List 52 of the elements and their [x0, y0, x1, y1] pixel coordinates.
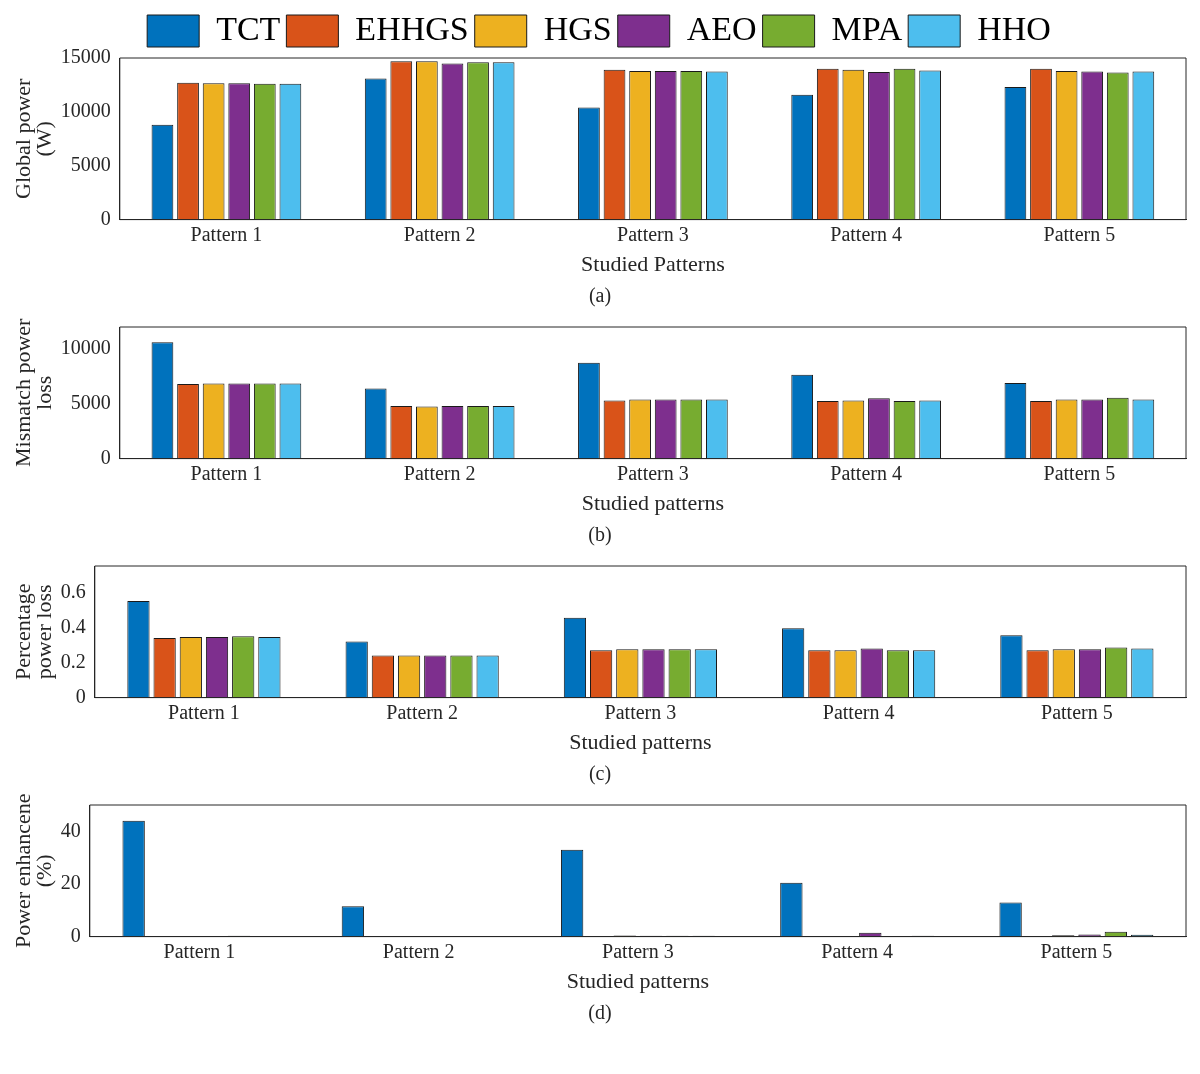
legend-label: TCT — [216, 9, 281, 47]
y-tick-label: 0.4 — [60, 614, 86, 637]
y-axis-title: Mismatch power loss — [10, 317, 57, 468]
x-tick-label: Pattern 1 — [190, 222, 263, 245]
x-tick-label: Pattern 2 — [403, 461, 476, 484]
x-axis-title: Studied patterns — [569, 728, 712, 754]
y-tick-label: 0 — [75, 684, 86, 707]
legend-label: HGS — [543, 9, 612, 47]
y-tick-label: 0.2 — [60, 649, 86, 672]
legend-label: AEO — [686, 9, 757, 47]
y-axis-title: Global power (W) — [10, 77, 57, 199]
x-axis-title: Studied patterns — [566, 967, 710, 993]
x-tick-label: Pattern 2 — [403, 222, 476, 245]
x-tick-label: Pattern 5 — [1043, 461, 1116, 484]
y-tick-label: 0 — [100, 206, 111, 229]
x-tick-label: Pattern 1 — [163, 939, 236, 962]
x-axis-title: Studied Patterns — [581, 250, 725, 276]
y-tick-label: 0 — [70, 923, 81, 946]
legend-label: MPA — [831, 9, 903, 47]
y-tick-label: 10000 — [60, 336, 111, 359]
x-tick-label: Pattern 4 — [830, 461, 902, 484]
x-tick-label: Pattern 3 — [617, 461, 689, 484]
y-tick-label: 0.6 — [60, 579, 86, 602]
y-axis-title: Power enhancene (%) — [10, 793, 57, 949]
x-tick-label: Pattern 4 — [830, 222, 902, 245]
y-tick-label: 15000 — [60, 45, 111, 68]
x-tick-label: Pattern 2 — [386, 700, 458, 723]
x-tick-label: Pattern 4 — [822, 700, 895, 723]
x-axis-title: Studied patterns — [581, 489, 725, 515]
x-tick-label: Pattern 2 — [382, 939, 455, 962]
y-tick-label: 0 — [100, 445, 111, 468]
x-tick-label: Pattern 5 — [1040, 939, 1113, 962]
x-tick-label: Pattern 4 — [821, 939, 893, 962]
x-tick-label: Pattern 3 — [604, 700, 677, 723]
x-tick-label: Pattern 5 — [1041, 700, 1113, 723]
text: (c) — [587, 761, 613, 787]
y-tick-label: 5000 — [70, 391, 111, 414]
y-axis-title: Percentage power loss — [10, 583, 57, 681]
text: (a) — [587, 283, 613, 309]
x-tick-label: Pattern 1 — [168, 700, 240, 723]
x-tick-label: Pattern 3 — [617, 222, 689, 245]
text: (d) — [587, 1000, 613, 1025]
y-tick-label: 5000 — [70, 152, 111, 175]
text: (b) — [587, 522, 613, 547]
y-tick-label: 40 — [60, 818, 81, 841]
y-tick-label: 10000 — [60, 99, 111, 122]
legend-label: HHO — [977, 9, 1051, 47]
legend-label: EHHGS — [355, 9, 469, 47]
x-tick-label: Pattern 3 — [602, 939, 674, 962]
x-tick-label: Pattern 5 — [1043, 222, 1116, 245]
y-tick-label: 20 — [60, 871, 81, 894]
x-tick-label: Pattern 1 — [190, 461, 263, 484]
